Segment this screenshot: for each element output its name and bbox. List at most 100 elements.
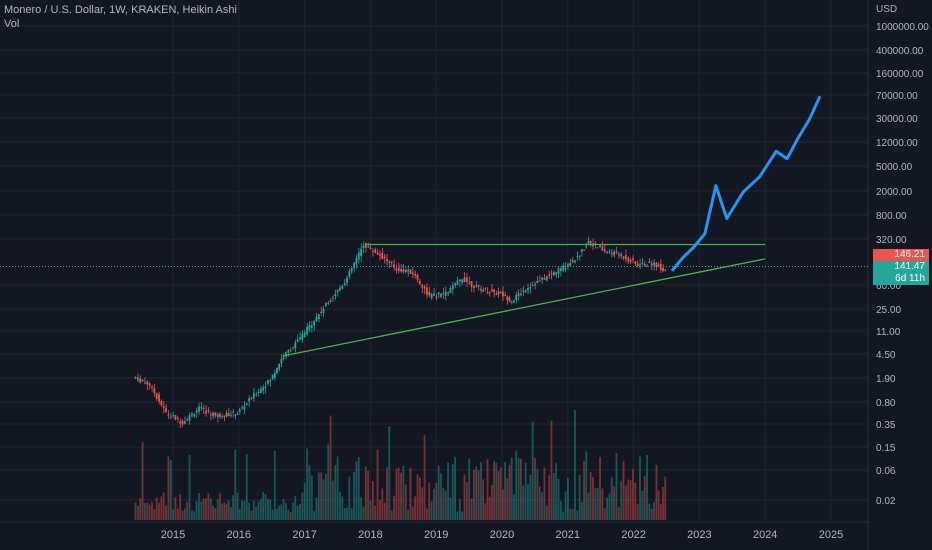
volume-bar <box>301 492 304 520</box>
volume-bar <box>317 472 320 520</box>
volume-bar <box>306 448 308 520</box>
volume-bar <box>567 478 569 520</box>
volume-bar <box>167 456 170 520</box>
volume-bar <box>248 502 250 520</box>
volume-bar <box>195 500 198 520</box>
candle-body <box>276 368 278 374</box>
volume-bar <box>458 498 461 520</box>
volume-bar <box>191 510 193 520</box>
candle-body <box>167 414 170 416</box>
candle-body <box>285 352 287 357</box>
volume-bar <box>421 487 424 520</box>
volume-bar <box>257 501 260 520</box>
volume-bar <box>151 502 153 520</box>
candle-body <box>186 419 189 421</box>
candle-body <box>179 421 182 424</box>
candle-body <box>400 269 402 272</box>
volume-bar <box>153 509 156 520</box>
volume-bar <box>435 483 438 520</box>
candle-body <box>610 253 613 255</box>
candle-body <box>236 413 239 415</box>
candle-body <box>343 283 346 286</box>
volume-bar <box>517 457 520 520</box>
volume-bar <box>504 461 506 520</box>
candle-body <box>303 332 306 338</box>
volume-bar <box>444 490 447 520</box>
volume-bar <box>273 450 276 520</box>
candle-body <box>648 261 651 264</box>
candle-body <box>583 249 585 251</box>
volume-bar <box>245 454 248 520</box>
price-tick-label: 400000.00 <box>876 46 924 57</box>
volume-bar <box>527 484 529 520</box>
candle-body <box>336 289 339 293</box>
volume-bar <box>308 464 311 520</box>
candle-body <box>313 321 316 326</box>
candle-body <box>207 410 210 412</box>
volume-bar <box>285 503 287 520</box>
volume-bar <box>559 501 562 520</box>
candle-body <box>200 407 203 409</box>
candle-body <box>155 392 158 399</box>
volume-bar <box>522 485 525 520</box>
volume-bar <box>589 472 592 520</box>
volume-bar <box>395 468 398 520</box>
volume-bar <box>564 491 567 520</box>
volume-bar <box>624 485 627 520</box>
candle-body <box>524 290 527 293</box>
volume-bar <box>374 505 377 520</box>
candle-body <box>461 279 464 283</box>
volume-bar <box>238 509 241 520</box>
candle-body <box>379 254 381 256</box>
candle-body <box>418 280 421 285</box>
volume-bar <box>520 458 522 520</box>
volume-bar <box>531 422 534 520</box>
candle-body <box>282 357 285 360</box>
volume-bar <box>278 505 281 520</box>
price-tick-label: 0.35 <box>876 420 896 431</box>
candle-body <box>454 283 457 286</box>
volume-bar <box>183 508 186 520</box>
candle-body <box>447 292 449 294</box>
candle-body <box>506 296 509 301</box>
candle-body <box>134 377 137 379</box>
volume-bar <box>456 511 459 520</box>
candle-body <box>515 294 518 301</box>
candle-body <box>411 272 414 275</box>
volume-bar <box>376 449 379 520</box>
volume-bar <box>350 508 353 520</box>
volume-bar <box>162 492 165 520</box>
candle-body <box>232 411 235 413</box>
volume-bar <box>495 462 498 520</box>
volume-bar <box>634 482 637 520</box>
candle-body <box>608 251 611 253</box>
candle-body <box>357 252 360 260</box>
candle-body <box>376 252 379 255</box>
volume-bar <box>480 462 482 520</box>
candle-body <box>488 291 491 293</box>
candle-body <box>146 381 149 385</box>
volume-bar <box>449 497 452 520</box>
candle-body <box>643 264 646 266</box>
year-tick-label: 2024 <box>753 529 777 541</box>
candle-body <box>369 247 372 250</box>
price-tick-label: 0.02 <box>876 496 896 507</box>
candle-body <box>567 264 569 267</box>
candle-body <box>198 406 200 413</box>
volume-bar <box>315 497 318 520</box>
volume-bar <box>613 486 616 520</box>
price-tick-label: 0.80 <box>876 398 896 409</box>
candle-body <box>569 263 572 266</box>
candle-body <box>172 415 175 417</box>
candle-body <box>529 287 532 289</box>
volume-bar <box>506 478 509 520</box>
volume-bar <box>641 490 644 520</box>
candle-body <box>255 394 258 396</box>
price-tick-label: 11.00 <box>876 327 901 338</box>
projection-line <box>670 95 822 272</box>
volume-bar <box>193 511 196 520</box>
candle-body <box>504 294 506 296</box>
candle-body <box>227 413 230 417</box>
candle-body <box>153 388 156 394</box>
